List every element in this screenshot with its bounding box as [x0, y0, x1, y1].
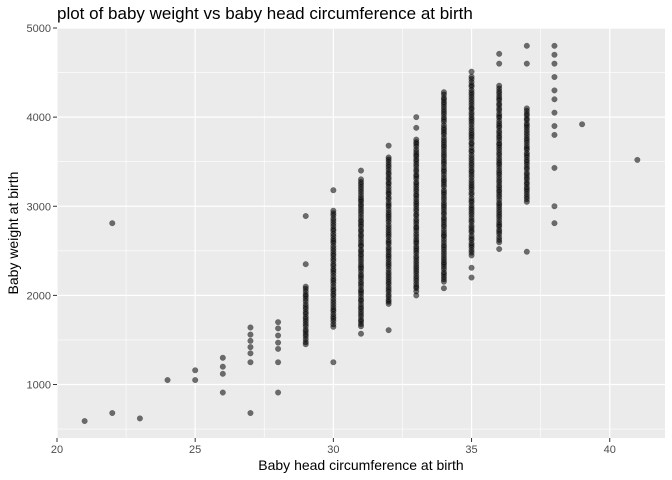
- data-point: [247, 410, 254, 417]
- data-point: [551, 123, 558, 130]
- data-point: [136, 415, 143, 422]
- x-tick-label: 30: [327, 444, 339, 456]
- data-point: [468, 274, 475, 281]
- data-point: [551, 60, 558, 67]
- data-point: [164, 377, 171, 384]
- data-point: [551, 51, 558, 58]
- chart-title: plot of baby weight vs baby head circumf…: [57, 4, 473, 23]
- x-tick-label: 25: [189, 444, 201, 456]
- data-point: [275, 359, 282, 366]
- y-tick-label: 3000: [27, 201, 51, 213]
- data-point: [330, 187, 337, 194]
- y-tick-label: 1000: [27, 380, 51, 392]
- data-point: [385, 142, 392, 149]
- data-point: [468, 68, 475, 75]
- data-point: [81, 418, 88, 425]
- data-point: [385, 327, 392, 334]
- data-point: [634, 156, 641, 163]
- data-point: [496, 246, 503, 253]
- data-point: [302, 213, 309, 220]
- data-point: [413, 292, 420, 299]
- data-point: [551, 131, 558, 138]
- data-point: [275, 339, 282, 346]
- data-point: [275, 345, 282, 352]
- data-point: [468, 73, 475, 80]
- data-point: [330, 359, 337, 366]
- data-point: [109, 220, 116, 227]
- x-tick-label: 35: [465, 444, 477, 456]
- data-point: [523, 42, 530, 49]
- x-axis: 20 25 30 35 40: [51, 438, 616, 456]
- data-point: [468, 264, 475, 271]
- data-point: [551, 220, 558, 227]
- data-point: [192, 377, 199, 384]
- data-point: [385, 154, 392, 161]
- data-point: [523, 60, 530, 67]
- data-point: [523, 248, 530, 255]
- data-point: [358, 167, 365, 174]
- data-point: [275, 319, 282, 326]
- data-point: [219, 370, 226, 377]
- y-tick-label: 5000: [27, 23, 51, 35]
- data-point: [496, 82, 503, 89]
- data-point: [523, 105, 530, 112]
- y-axis-title: Baby weight at birth: [5, 172, 21, 295]
- data-point: [413, 114, 420, 121]
- data-point: [247, 337, 254, 344]
- data-point: [275, 332, 282, 339]
- data-point: [192, 367, 199, 374]
- data-point: [413, 124, 420, 131]
- data-point: [247, 324, 254, 331]
- data-point: [247, 331, 254, 338]
- data-point: [358, 330, 365, 337]
- data-point: [551, 96, 558, 103]
- data-point: [275, 389, 282, 396]
- data-point: [247, 359, 254, 366]
- data-point: [330, 207, 337, 214]
- data-point: [219, 363, 226, 370]
- data-point: [551, 109, 558, 116]
- data-point: [109, 410, 116, 417]
- y-axis: 1000 2000 3000 4000 5000: [27, 23, 57, 392]
- data-point: [247, 350, 254, 357]
- data-point: [219, 389, 226, 396]
- data-point: [275, 325, 282, 332]
- data-point: [440, 285, 447, 292]
- data-point: [413, 136, 420, 143]
- data-point: [551, 74, 558, 81]
- data-point: [551, 42, 558, 49]
- data-point: [551, 164, 558, 171]
- x-tick-label: 20: [51, 444, 63, 456]
- data-point: [579, 121, 586, 128]
- x-tick-label: 40: [604, 444, 616, 456]
- data-point: [440, 89, 447, 96]
- y-tick-label: 2000: [27, 290, 51, 302]
- x-axis-title: Baby head circumference at birth: [258, 457, 463, 473]
- data-point: [302, 261, 309, 268]
- data-point: [219, 354, 226, 361]
- y-tick-label: 4000: [27, 112, 51, 124]
- data-point: [496, 60, 503, 67]
- data-point: [247, 344, 254, 351]
- data-point: [302, 283, 309, 290]
- data-point: [551, 87, 558, 94]
- data-point: [551, 203, 558, 210]
- data-point: [358, 176, 365, 183]
- data-point: [496, 50, 503, 57]
- data-points: [81, 42, 641, 425]
